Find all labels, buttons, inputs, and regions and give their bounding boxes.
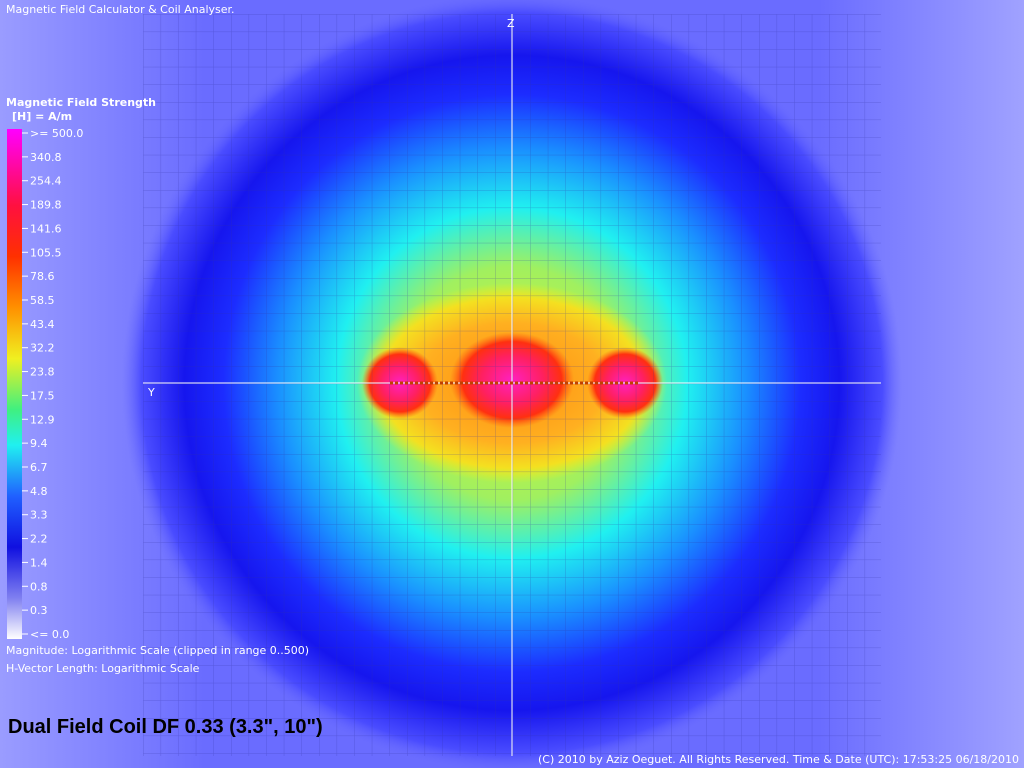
coil-title: Dual Field Coil DF 0.33 (3.3", 10") (8, 716, 323, 738)
legend-label: 17.5 (30, 389, 55, 402)
legend-label: 9.4 (30, 437, 48, 450)
legend-label: 0.8 (30, 580, 48, 593)
legend-label: 254.4 (30, 175, 62, 188)
legend-label: 6.7 (30, 461, 48, 474)
legend-label: 1.4 (30, 556, 48, 569)
legend-label: 105.5 (30, 246, 62, 259)
legend-label: 12.9 (30, 413, 55, 426)
legend-label: 58.5 (30, 294, 55, 307)
legend-label: 0.3 (30, 604, 48, 617)
legend-label: 2.2 (30, 533, 48, 546)
app-title: Magnetic Field Calculator & Coil Analyse… (6, 3, 235, 16)
legend-label: 141.6 (30, 222, 62, 235)
legend-label: 3.3 (30, 509, 48, 522)
legend-label: 32.2 (30, 342, 55, 355)
legend-label: >= 500.0 (30, 127, 83, 140)
note: H-Vector Length: Logarithmic Scale (6, 662, 200, 675)
legend-label: 78.6 (30, 270, 55, 283)
legend-label: 189.8 (30, 199, 62, 212)
footer: (C) 2010 by Aziz Oeguet. All Rights Rese… (538, 753, 1019, 766)
note: Magnitude: Logarithmic Scale (clipped in… (6, 644, 309, 657)
legend-label: <= 0.0 (30, 628, 69, 641)
legend-label: 4.8 (30, 485, 48, 498)
legend-label: 23.8 (30, 366, 55, 379)
legend-unit: [H] = A/m (12, 110, 72, 123)
legend-title: Magnetic Field Strength (6, 96, 156, 109)
color-bar (7, 129, 22, 639)
legend-label: 43.4 (30, 318, 55, 331)
axis-label: Z (507, 17, 515, 30)
axis-label: Y (147, 386, 155, 399)
legend-label: 340.8 (30, 151, 62, 164)
